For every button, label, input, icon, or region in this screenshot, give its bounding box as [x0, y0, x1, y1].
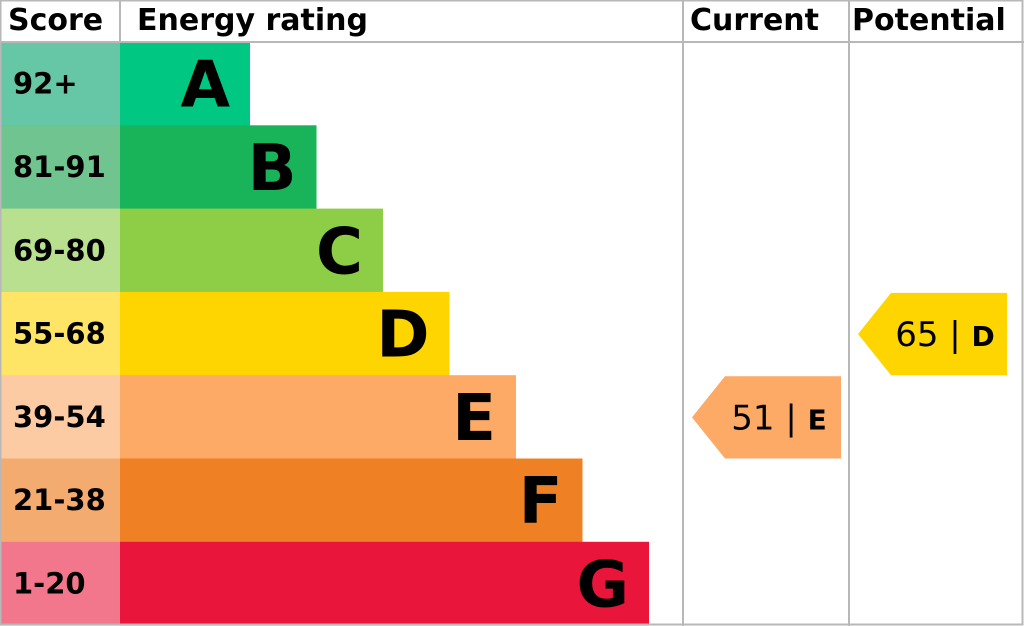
band-bar-e	[120, 375, 516, 459]
band-bar-b	[120, 125, 317, 210]
current-arrow	[692, 376, 841, 459]
header-current: Current	[690, 3, 819, 38]
band-letter-g: G	[576, 548, 629, 622]
score-cell-d	[0, 291, 120, 376]
score-range-a: 92+	[13, 67, 78, 101]
band-letter-d: D	[376, 299, 429, 373]
band-letter-a: A	[180, 49, 230, 123]
current-value: 51	[731, 398, 774, 438]
potential-rating-marker: 65 | D	[858, 292, 1007, 376]
band-bar-a	[120, 42, 250, 126]
current-rating-marker: 51 | E	[692, 376, 841, 459]
score-cell-a	[0, 42, 120, 126]
band-bar-g	[120, 541, 649, 626]
score-range-c: 69-80	[13, 233, 106, 267]
band-letter-c: C	[316, 215, 363, 289]
band-bar-d	[120, 291, 450, 376]
band-letter-e: E	[452, 382, 496, 456]
band-bar-c	[120, 208, 383, 293]
score-range-e: 39-54	[13, 400, 106, 434]
band-bar-f	[120, 458, 583, 543]
potential-label: 65 | D	[895, 315, 995, 355]
potential-band: D	[972, 320, 995, 353]
score-cell-e	[0, 375, 120, 459]
band-letter-f: F	[519, 465, 563, 539]
current-band: E	[808, 403, 827, 436]
score-cell-g	[0, 541, 120, 626]
score-range-b: 81-91	[13, 150, 106, 184]
score-cell-c	[0, 208, 120, 293]
score-cell-f	[0, 458, 120, 543]
header-potential: Potential	[852, 3, 1006, 38]
potential-arrow	[858, 292, 1007, 376]
potential-value: 65	[895, 315, 938, 355]
score-column: 92+ 81-91 69-80 55-68 39-54 21-38 1-20	[0, 42, 120, 626]
current-label: 51 | E	[731, 398, 826, 438]
header-row: Score Energy rating Current Potential	[8, 3, 1006, 38]
score-cell-b	[0, 125, 120, 210]
score-range-f: 21-38	[13, 483, 106, 517]
score-range-g: 1-20	[13, 566, 86, 600]
header-score: Score	[8, 3, 103, 38]
score-range-d: 55-68	[13, 317, 106, 351]
band-letter-b: B	[248, 132, 297, 206]
header-energy-rating: Energy rating	[137, 3, 368, 38]
